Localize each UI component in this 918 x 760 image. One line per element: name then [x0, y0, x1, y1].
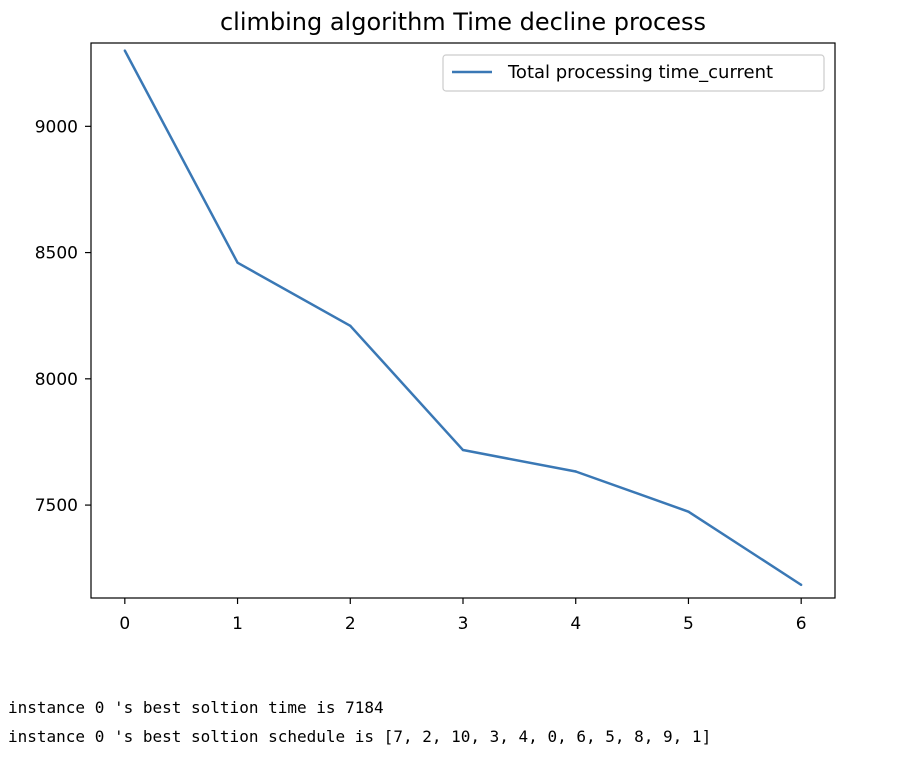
x-tick-label: 6	[796, 614, 807, 634]
data-point	[349, 324, 352, 328]
y-tick-label: 8500	[35, 244, 78, 264]
data-point	[687, 510, 690, 513]
data-point	[799, 583, 803, 587]
x-tick-label: 5	[683, 614, 694, 634]
x-tick-label: 1	[232, 614, 243, 634]
data-point	[461, 448, 465, 452]
output-line-1: instance 0 's best soltion time is 7184	[8, 698, 384, 717]
console-output: instance 0 's best soltion time is 7184 i…	[8, 693, 711, 751]
y-axis: 7500 8000 8500 9000	[35, 117, 91, 516]
chart-title: climbing algorithm Time decline process	[220, 8, 706, 36]
y-tick-label: 8000	[35, 370, 78, 390]
x-tick-label: 4	[570, 614, 581, 634]
y-tick-label: 7500	[35, 496, 78, 516]
legend-box	[442, 54, 825, 92]
legend: Total processing time_current	[442, 54, 825, 92]
y-tick-label: 9000	[35, 117, 78, 137]
data-point	[236, 261, 239, 264]
plot-frame	[90, 42, 836, 599]
x-axis: 0 1 2 3 4 5 6	[119, 598, 807, 634]
line-chart: climbing algorithm Time decline process …	[35, 8, 836, 634]
series-points	[123, 49, 803, 587]
x-tick-label: 3	[458, 614, 469, 634]
x-tick-label: 2	[345, 614, 356, 634]
x-tick-label: 0	[119, 614, 130, 634]
data-point	[574, 470, 577, 473]
data-point	[123, 49, 127, 52]
output-line-2: instance 0 's best soltion schedule is […	[8, 727, 712, 746]
series-line	[123, 49, 802, 586]
legend-label: Total processing time_current	[507, 62, 773, 83]
